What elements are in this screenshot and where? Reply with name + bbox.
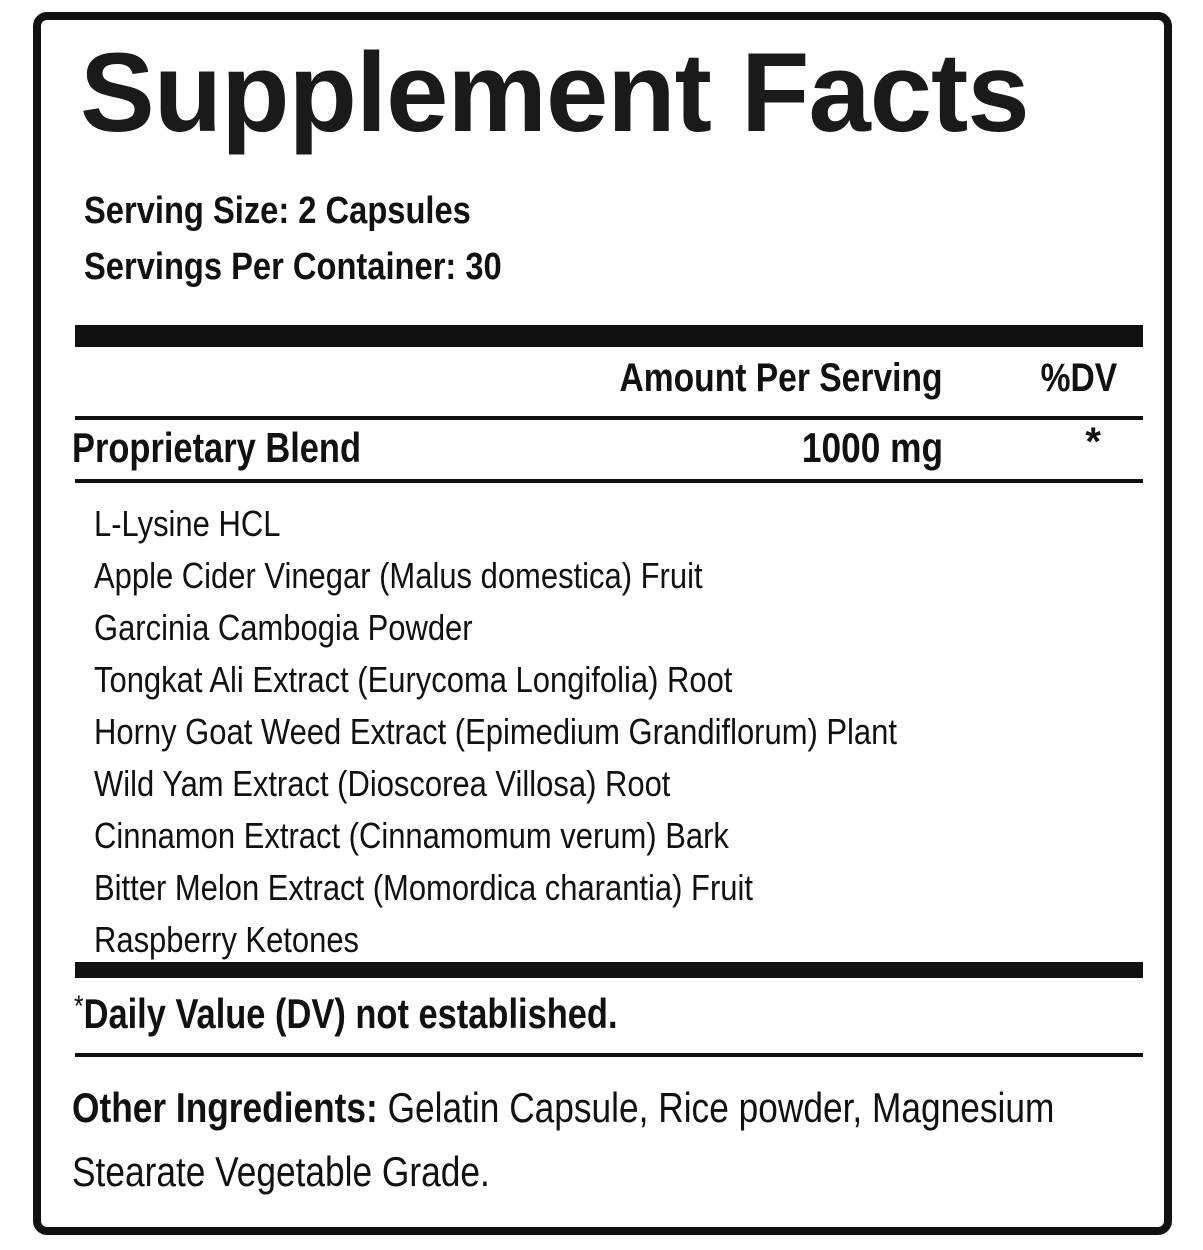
label-title: Supplement Facts [80,30,1030,155]
divider [75,416,1143,420]
ingredient-item: Wild Yam Extract (Dioscorea Villosa) Roo… [94,763,671,804]
other-ingredients-text: Gelatin Capsule, Rice powder, Magnesium … [72,1084,1055,1195]
thick-divider [75,962,1143,978]
ingredient-list: L-Lysine HCL Apple Cider Vinegar (Malus d… [94,498,897,966]
blend-amount: 1000 mg [801,424,943,471]
other-ingredients-label: Other Ingredients: [72,1084,378,1131]
footnote-text: Daily Value (DV) not established. [83,990,618,1037]
blend-dv: * [1085,420,1101,464]
ingredient-item: Raspberry Ketones [94,919,360,960]
label-border [33,12,1172,1235]
amount-header: Amount Per Serving [620,356,943,400]
serving-size: Serving Size: 2 Capsules [84,190,471,232]
thick-divider [75,325,1143,347]
ingredient-item: Tongkat Ali Extract (Eurycoma Longifolia… [94,659,733,700]
other-ingredients: Other Ingredients: Gelatin Capsule, Rice… [72,1076,1122,1204]
dv-header: %DV [1040,356,1117,400]
ingredient-item: Apple Cider Vinegar (Malus domestica) Fr… [94,555,703,596]
servings-per-container: Servings Per Container: 30 [84,246,502,288]
ingredient-item: Bitter Melon Extract (Momordica charanti… [94,867,753,908]
footnote: *Daily Value (DV) not established. [74,990,618,1038]
blend-name: Proprietary Blend [72,424,361,471]
ingredient-item: Horny Goat Weed Extract (Epimedium Grand… [94,711,897,752]
footnote-mark: * [74,990,84,1023]
ingredient-item: Garcinia Cambogia Powder [94,607,473,648]
ingredient-item: L-Lysine HCL [94,503,281,544]
ingredient-item: Cinnamon Extract (Cinnamomum verum) Bark [94,815,729,856]
divider [75,479,1143,483]
divider [75,1053,1143,1057]
